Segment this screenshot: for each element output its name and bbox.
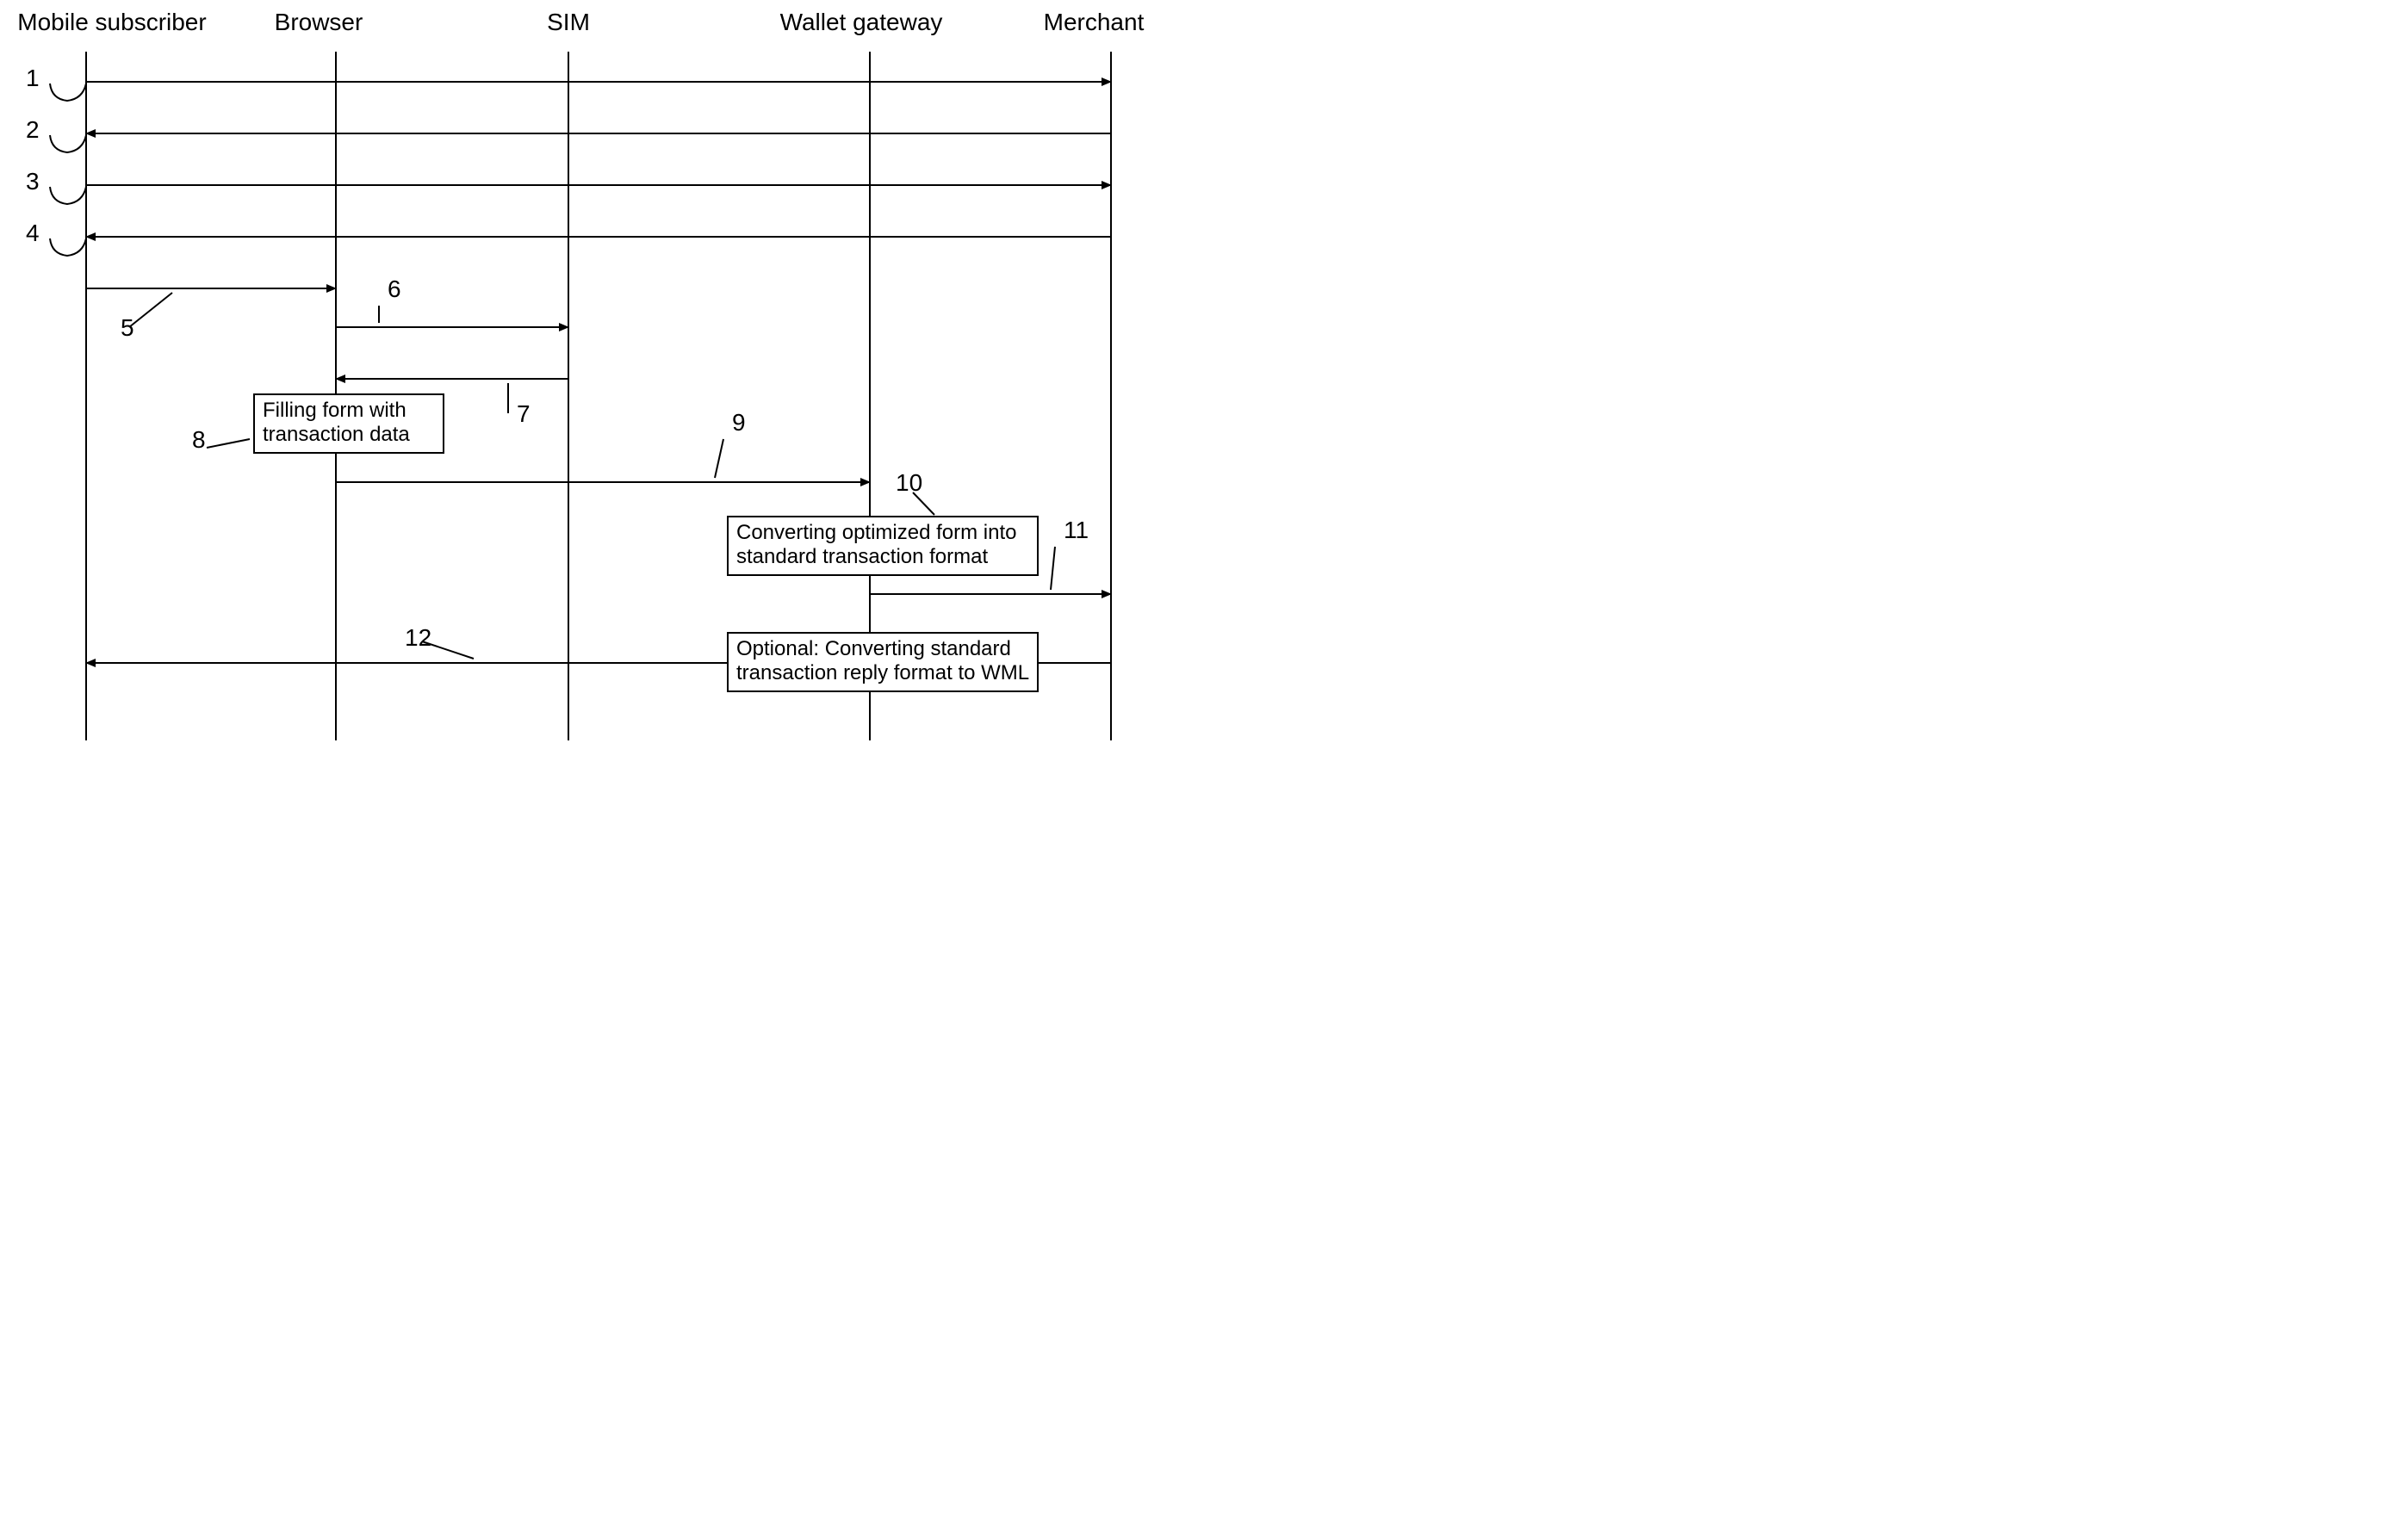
lead-11	[1051, 547, 1055, 590]
note-text-box_c-1: transaction reply format to WML	[736, 661, 1029, 684]
step-label-10: 10	[896, 469, 922, 496]
note-text-box_b-0: Converting optimized form into	[736, 521, 1016, 544]
lead-box-8	[207, 439, 250, 448]
lead-5	[129, 293, 172, 327]
step-label-8: 8	[192, 426, 206, 453]
actor-label-mobile: Mobile subscriber	[17, 9, 206, 35]
bracket-3	[50, 187, 86, 204]
note-text-box_a-0: Filling form with	[263, 399, 407, 422]
note-text-box_c-0: Optional: Converting standard	[736, 637, 1011, 660]
step-label-4: 4	[26, 220, 40, 246]
bracket-2	[50, 135, 86, 152]
step-label-6: 6	[388, 276, 401, 302]
step-label-12: 12	[405, 624, 431, 651]
note-text-box_a-1: transaction data	[263, 423, 410, 446]
lead-9	[715, 439, 723, 478]
note-text-box_b-1: standard transaction format	[736, 545, 988, 568]
actor-label-wallet: Wallet gateway	[780, 9, 943, 35]
step-label-9: 9	[732, 409, 746, 436]
actor-label-merchant: Merchant	[1044, 9, 1145, 35]
step-label-2: 2	[26, 116, 40, 143]
step-label-7: 7	[517, 400, 531, 427]
bracket-1	[50, 84, 86, 101]
step-label-5: 5	[121, 314, 134, 341]
step-label-11: 11	[1064, 517, 1089, 543]
step-label-1: 1	[26, 65, 40, 91]
lead-box-10	[913, 492, 934, 515]
sequence-diagram: Mobile subscriber Browser SIM Wallet gatewa…	[0, 0, 1204, 758]
actor-label-sim: SIM	[547, 9, 590, 35]
actor-label-browser: Browser	[275, 9, 363, 35]
step-label-3: 3	[26, 168, 40, 195]
bracket-4	[50, 238, 86, 256]
